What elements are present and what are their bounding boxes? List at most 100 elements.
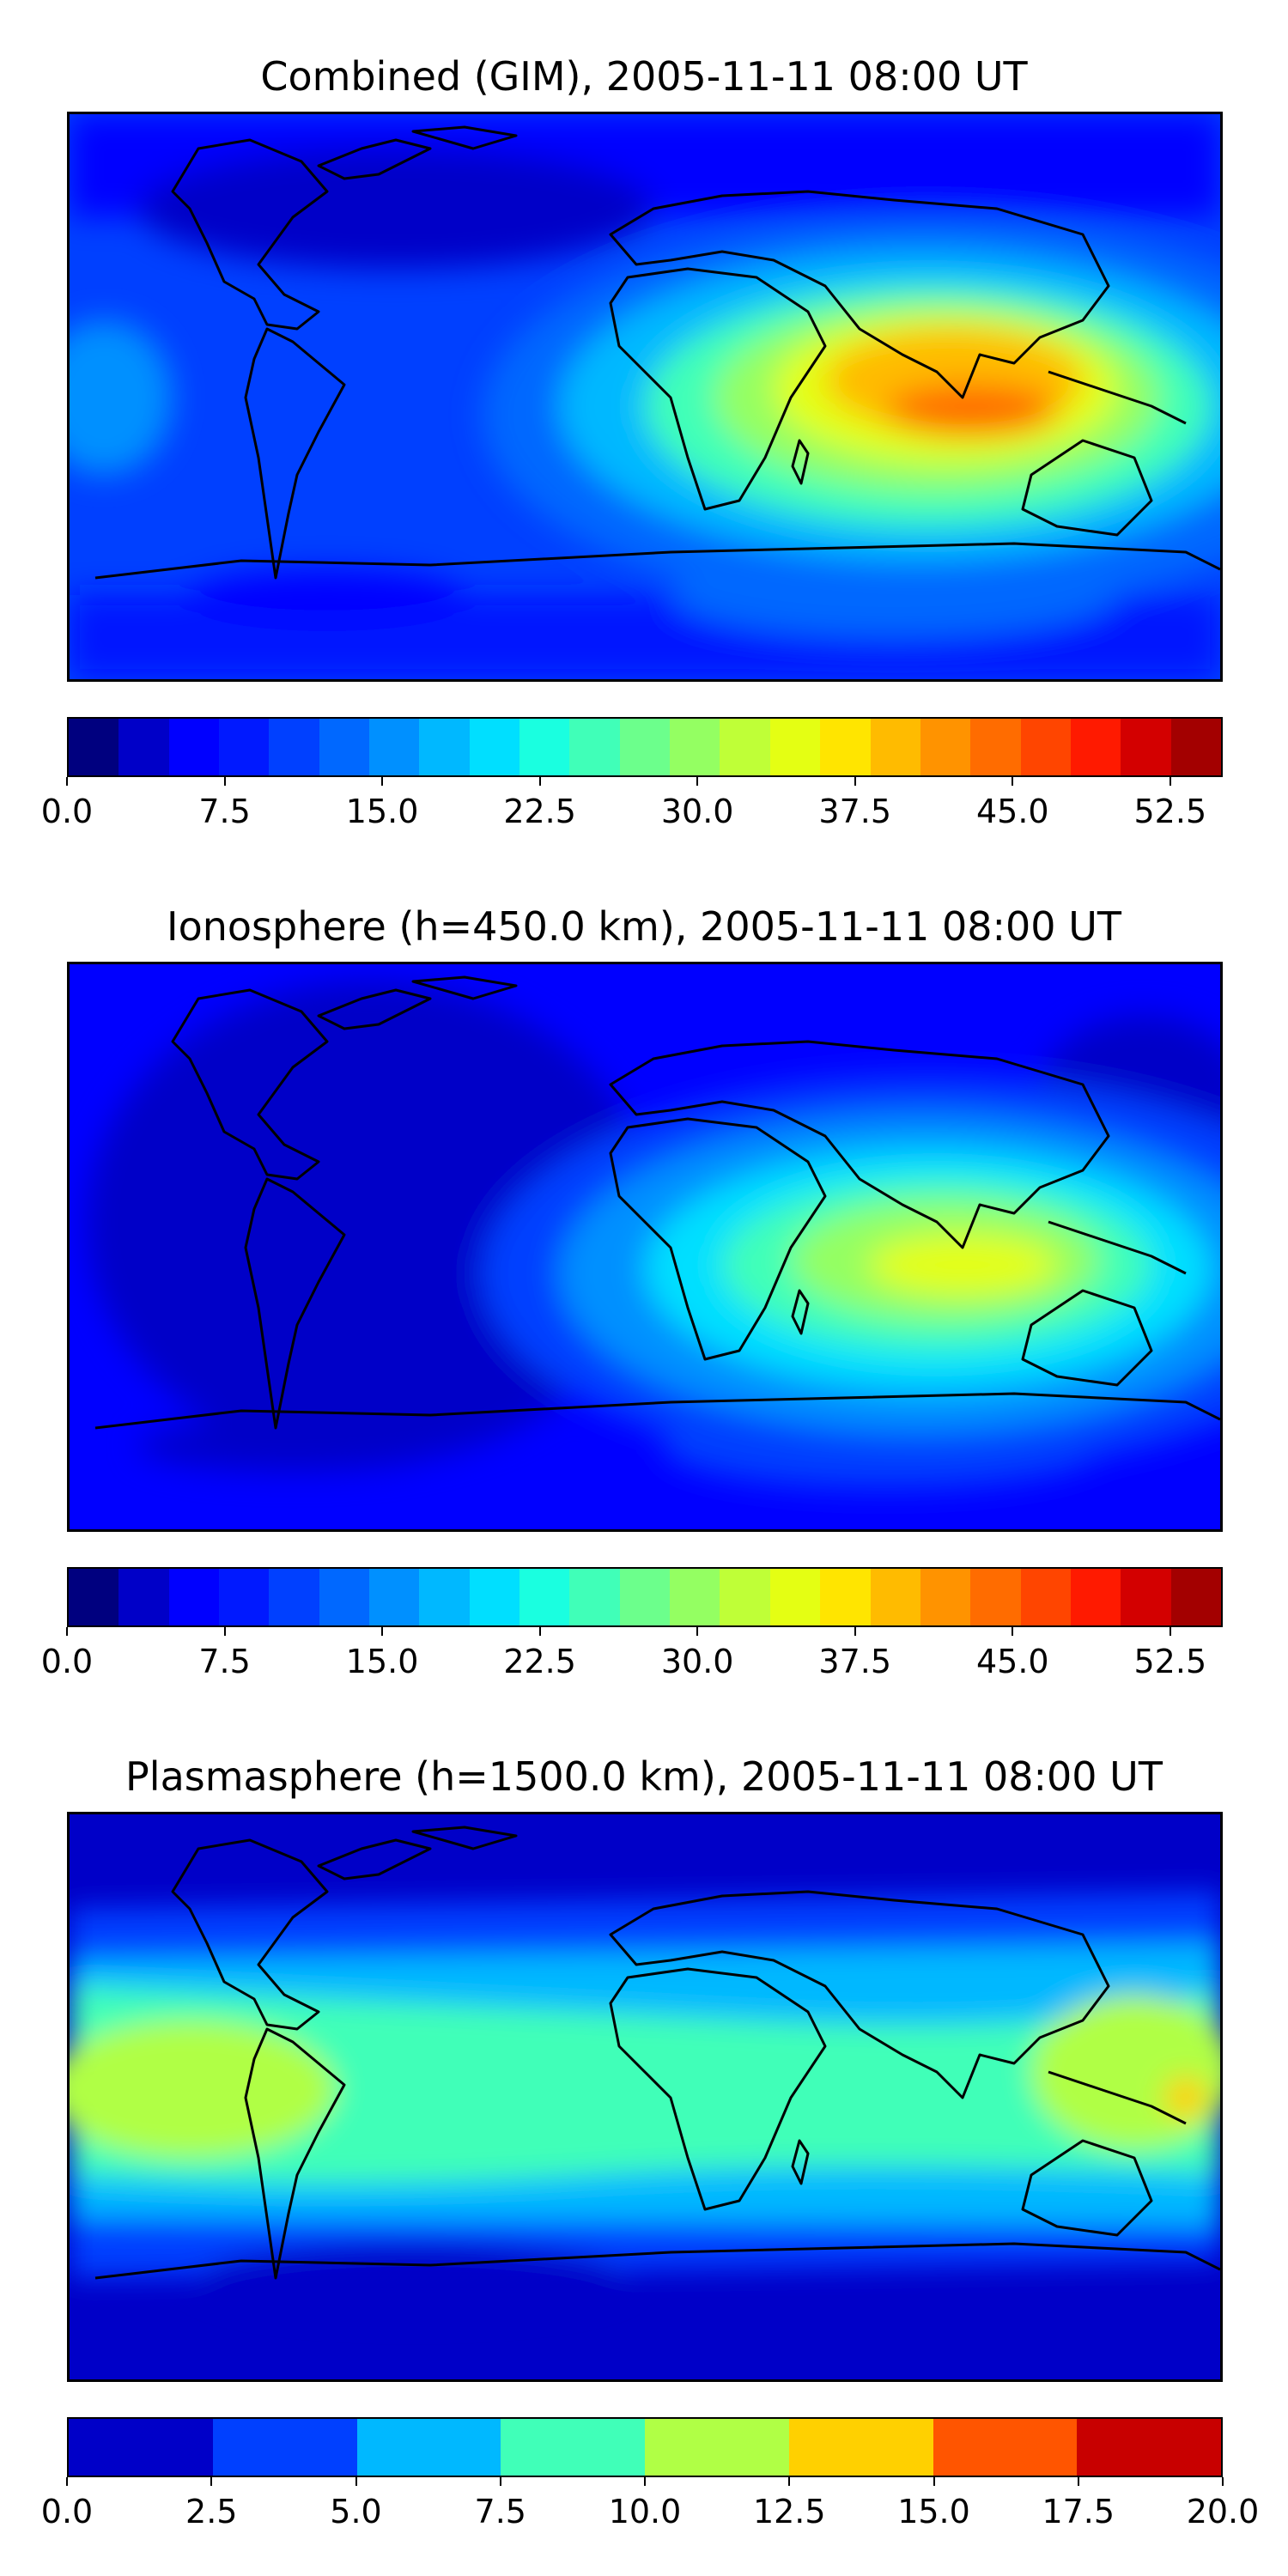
- colorbar-segment: [69, 2419, 213, 2476]
- colorbar-segment: [1170, 1569, 1221, 1625]
- colorbar-tick-label: 15.0: [897, 2493, 970, 2530]
- colorbar-tick: [854, 1627, 856, 1636]
- colorbar-tick: [933, 2477, 935, 2486]
- colorbar-segment: [419, 719, 470, 775]
- coastlines: [94, 1826, 1220, 2280]
- colorbar-tick-label: 0.0: [40, 2493, 94, 2530]
- colorbar-segment: [769, 1569, 821, 1625]
- colorbar-tick-label: 45.0: [975, 1643, 1049, 1680]
- colorbar-segment: [820, 719, 871, 775]
- colorbar-tick: [538, 1627, 541, 1636]
- colorbar-tick: [381, 777, 384, 786]
- colorbar-tick-label: 52.5: [1133, 1643, 1207, 1680]
- panel-1-map: [67, 112, 1223, 682]
- colorbar-segment: [118, 1569, 169, 1625]
- coastlines: [94, 975, 1220, 1430]
- colorbar-segment: [1020, 719, 1071, 775]
- colorbar-tick-label: 7.5: [198, 1643, 251, 1680]
- colorbar-segment: [519, 719, 570, 775]
- coastlines: [94, 125, 1220, 580]
- colorbar-tick-label: 15.0: [345, 793, 419, 830]
- colorbar-tick: [696, 777, 699, 786]
- colorbar-segment: [419, 1569, 470, 1625]
- colorbar-segment: [788, 2419, 933, 2476]
- colorbar-tick-label: 10.0: [608, 2493, 682, 2530]
- colorbar-tick-label: 30.0: [660, 793, 734, 830]
- colorbar-segment: [69, 1569, 119, 1625]
- plasmasphere-tec-map: [70, 1814, 1220, 2379]
- colorbar-tick: [1012, 777, 1014, 786]
- colorbar-segment: [1020, 1569, 1071, 1625]
- panel-2-colorbar-ticks: 0.0 7.5 15.0 22.5 30.0 37.5 45.0 52.5: [41, 1627, 1223, 1687]
- colorbar-segment: [870, 1569, 920, 1625]
- colorbar-segment: [269, 719, 319, 775]
- colorbar-tick: [499, 2477, 501, 2486]
- panel-2-title: Ionosphere (h=450.0 km), 2005-11-11 08:0…: [167, 903, 1121, 950]
- colorbar-segment: [870, 719, 920, 775]
- colorbar-segment: [820, 1569, 871, 1625]
- colorbar-tick: [223, 777, 226, 786]
- colorbar-segment: [519, 1569, 570, 1625]
- panel-1-title: Combined (GIM), 2005-11-11 08:00 UT: [260, 53, 1028, 100]
- colorbar-tick-label: 22.5: [503, 793, 576, 830]
- colorbar-tick-label: 7.5: [474, 2493, 526, 2530]
- colorbar-segment: [1070, 1569, 1121, 1625]
- colorbar-tick: [355, 2477, 357, 2486]
- panel-3-colorbar: [67, 2417, 1223, 2477]
- colorbar-segment: [670, 719, 720, 775]
- panel-3-colorbar-ticks: 0.0 2.5 5.0 7.5 10.0 12.5 15.0 17.5 20.0: [41, 2477, 1259, 2537]
- colorbar-tick: [381, 1627, 384, 1636]
- colorbar-tick: [1012, 1627, 1014, 1636]
- colorbar-tick: [788, 2477, 791, 2486]
- colorbar-segment: [970, 1569, 1021, 1625]
- colorbar-segment: [769, 719, 821, 775]
- panel-1-colorbar: [67, 717, 1223, 777]
- colorbar-segment: [920, 719, 971, 775]
- colorbar-tick: [538, 777, 541, 786]
- colorbar-tick-label: 17.5: [1042, 2493, 1115, 2530]
- colorbar-segment: [118, 719, 169, 775]
- colorbar-tick: [644, 2477, 646, 2486]
- colorbar-segment: [720, 1569, 770, 1625]
- colorbar-segment: [1121, 1569, 1171, 1625]
- colorbar-segment: [569, 719, 620, 775]
- colorbar-tick-label: 15.0: [345, 1643, 419, 1680]
- colorbar-tick: [66, 777, 68, 786]
- colorbar-segment: [569, 1569, 620, 1625]
- colorbar-tick: [1222, 2477, 1224, 2486]
- colorbar-tick-label: 20.0: [1186, 2493, 1260, 2530]
- colorbar-segment: [1170, 719, 1221, 775]
- colorbar-segment: [933, 2419, 1078, 2476]
- colorbar-tick-label: 37.5: [818, 1643, 892, 1680]
- colorbar-segment: [1077, 2419, 1221, 2476]
- colorbar-segment: [619, 719, 671, 775]
- colorbar-tick-label: 2.5: [185, 2493, 238, 2530]
- colorbar-tick: [223, 1627, 226, 1636]
- colorbar-tick: [1077, 2477, 1079, 2486]
- colorbar-segment: [69, 719, 119, 775]
- ionosphere-tec-map: [70, 964, 1220, 1529]
- colorbar-tick: [1169, 777, 1171, 786]
- colorbar-tick-label: 0.0: [40, 793, 94, 830]
- colorbar-tick: [696, 1627, 699, 1636]
- colorbar-segment: [619, 1569, 671, 1625]
- colorbar-tick-label: 12.5: [752, 2493, 826, 2530]
- colorbar-tick-label: 30.0: [660, 1643, 734, 1680]
- colorbar-segment: [1121, 719, 1171, 775]
- colorbar-segment: [1070, 719, 1121, 775]
- colorbar-segment: [168, 1569, 220, 1625]
- panel-2-map: [67, 962, 1223, 1532]
- combined-tec-map: [70, 114, 1220, 679]
- colorbar-tick-label: 22.5: [503, 1643, 576, 1680]
- colorbar-segment: [469, 719, 520, 775]
- colorbar-segment: [920, 1569, 971, 1625]
- panel-2-colorbar: [67, 1567, 1223, 1627]
- colorbar-segment: [369, 719, 420, 775]
- panel-3-title: Plasmasphere (h=1500.0 km), 2005-11-11 0…: [125, 1753, 1163, 1800]
- colorbar-tick: [66, 2477, 68, 2486]
- colorbar-tick: [210, 2477, 213, 2486]
- colorbar-segment: [212, 2419, 357, 2476]
- colorbar-tick: [1169, 1627, 1171, 1636]
- panel-3-map: [67, 1812, 1223, 2382]
- panel-1-colorbar-ticks: 0.0 7.5 15.0 22.5 30.0 37.5 45.0 52.5: [41, 777, 1223, 837]
